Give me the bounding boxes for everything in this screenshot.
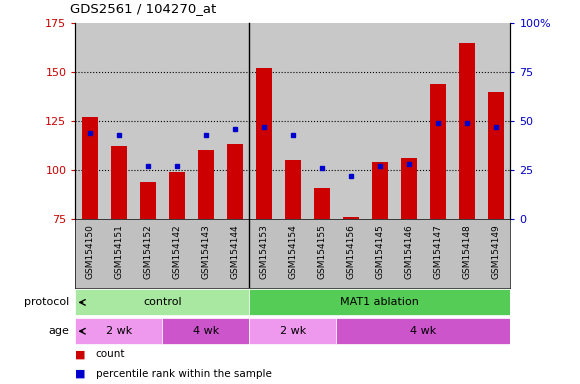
Text: 4 wk: 4 wk: [193, 326, 219, 336]
Bar: [169, 172, 185, 219]
Text: control: control: [143, 297, 182, 308]
Text: GSM154144: GSM154144: [230, 224, 240, 279]
Text: GSM154154: GSM154154: [288, 224, 298, 279]
Bar: [336, 318, 510, 344]
Bar: [140, 182, 156, 219]
Text: GSM154146: GSM154146: [404, 224, 414, 279]
Text: GSM154151: GSM154151: [114, 224, 124, 279]
Text: MAT1 ablation: MAT1 ablation: [340, 297, 419, 308]
Bar: [285, 160, 301, 219]
Bar: [256, 68, 272, 219]
Text: 2 wk: 2 wk: [280, 326, 306, 336]
Text: protocol: protocol: [24, 297, 70, 308]
Text: GSM154156: GSM154156: [346, 224, 356, 279]
Text: ■: ■: [75, 369, 86, 379]
Text: GSM154152: GSM154152: [143, 224, 153, 279]
Bar: [401, 158, 417, 219]
Text: GSM154153: GSM154153: [259, 224, 269, 279]
Bar: [75, 290, 249, 315]
Bar: [488, 92, 504, 219]
Text: 2 wk: 2 wk: [106, 326, 132, 336]
Bar: [249, 318, 336, 344]
Bar: [82, 117, 98, 219]
Bar: [459, 43, 475, 219]
Bar: [372, 162, 388, 219]
Text: GSM154150: GSM154150: [85, 224, 95, 279]
Text: GSM154142: GSM154142: [172, 224, 182, 279]
Text: GSM154149: GSM154149: [491, 224, 501, 279]
Bar: [249, 290, 510, 315]
Text: GSM154155: GSM154155: [317, 224, 327, 279]
Text: 4 wk: 4 wk: [410, 326, 437, 336]
Bar: [111, 146, 127, 219]
Bar: [162, 318, 249, 344]
Text: GSM154143: GSM154143: [201, 224, 211, 279]
Bar: [198, 151, 214, 219]
Text: GDS2561 / 104270_at: GDS2561 / 104270_at: [70, 2, 216, 15]
Bar: [227, 144, 243, 219]
Bar: [430, 84, 446, 219]
Bar: [314, 187, 330, 219]
Text: GSM154145: GSM154145: [375, 224, 385, 279]
Text: GSM154147: GSM154147: [433, 224, 443, 279]
Text: age: age: [49, 326, 70, 336]
Text: GSM154148: GSM154148: [462, 224, 472, 279]
Text: percentile rank within the sample: percentile rank within the sample: [96, 369, 271, 379]
Bar: [343, 217, 359, 219]
Bar: [75, 318, 162, 344]
Text: ■: ■: [75, 349, 86, 359]
Text: count: count: [96, 349, 125, 359]
